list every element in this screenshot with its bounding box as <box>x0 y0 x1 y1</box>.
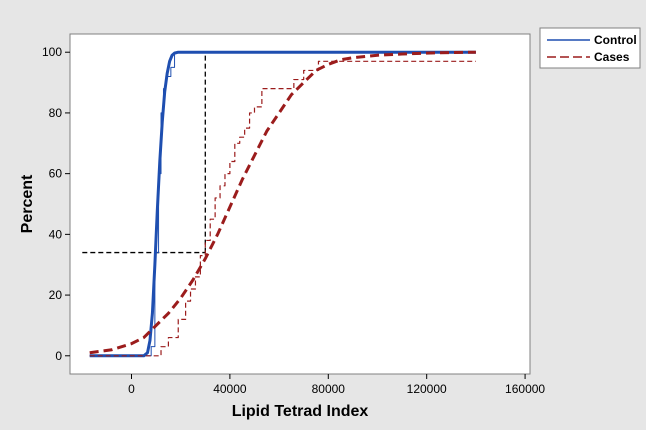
y-tick-label: 20 <box>49 288 63 302</box>
x-tick-label: 80000 <box>312 382 346 396</box>
series-lines <box>89 50 476 358</box>
cases-empirical-line <box>89 60 476 357</box>
x-tick-label: 0 <box>128 382 135 396</box>
y-tick-label: 40 <box>49 227 63 241</box>
cases-fitted-line <box>89 50 476 355</box>
y-tick-label: 80 <box>49 106 63 120</box>
plot-area <box>69 33 531 375</box>
x-tick-label: 40000 <box>213 382 247 396</box>
legend-label-control: Control <box>594 33 637 47</box>
legend-label-cases: Cases <box>594 50 630 64</box>
y-axis-label: Percent <box>19 174 36 233</box>
y-axis: 0 20 40 60 80 100 <box>42 45 70 363</box>
x-tick-label: 160000 <box>505 382 545 396</box>
legend: Control Cases <box>539 27 641 69</box>
legend-box <box>539 27 641 69</box>
x-axis: 0 40000 80000 120000 160000 <box>128 374 545 396</box>
control-fitted-line <box>89 50 476 358</box>
x-axis-label: Lipid Tetrad Index <box>232 403 369 420</box>
y-tick-label: 60 <box>49 167 63 181</box>
x-tick-label: 120000 <box>407 382 447 396</box>
control-empirical-line <box>89 51 476 357</box>
y-tick-label: 0 <box>55 349 62 363</box>
y-tick-label: 100 <box>42 45 62 59</box>
reference-lines <box>82 52 206 254</box>
